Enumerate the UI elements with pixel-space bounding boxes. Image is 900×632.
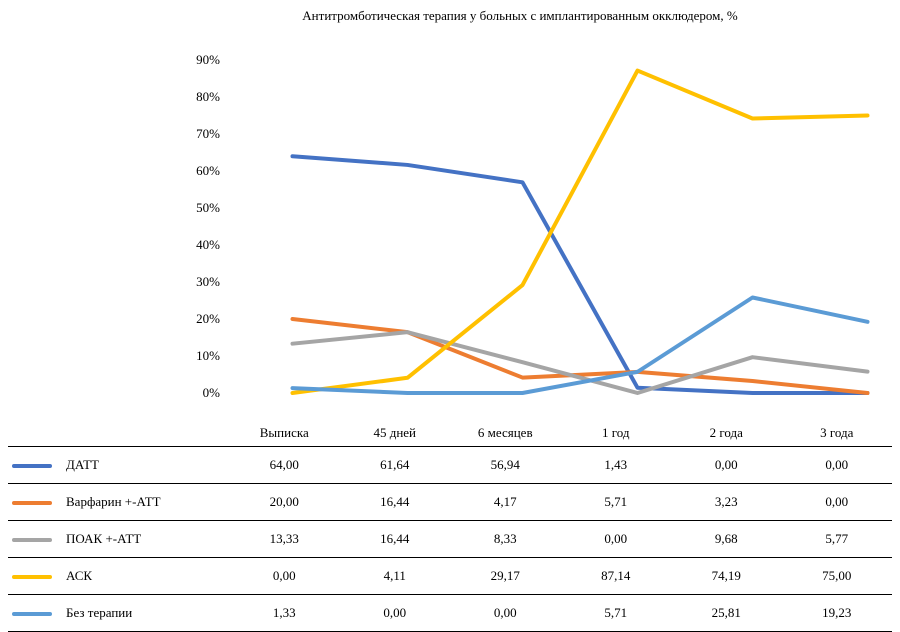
data-label: 87,14: [560, 557, 671, 595]
line-chart: 90% 80% 70% 60% 50% 40% 30% 20% 10% 0%: [196, 52, 870, 400]
legend-label: АСК: [66, 568, 93, 584]
data-label: 0,00: [671, 446, 782, 484]
data-label: 3,23: [671, 483, 782, 521]
data-label: 8,33: [450, 520, 561, 558]
y-tick-label: 30%: [196, 274, 220, 289]
table-row: АСК 0,00 4,11 29,17 87,14 74,19 75,00: [8, 557, 892, 595]
x-tick-label: 6 месяцев: [477, 425, 533, 440]
legend-swatch: [12, 574, 52, 579]
table-header-empty: [8, 420, 229, 447]
table-header-row: Выписка 45 дней 6 месяцев 1 год 2 года 3 года: [8, 420, 892, 447]
data-table: Выписка 45 дней 6 месяцев 1 год 2 года 3 года…: [8, 420, 892, 632]
table-row: Без терапии 1,33 0,00 0,00 5,71 25,81 19,23: [8, 594, 892, 632]
data-label: 19,23: [781, 594, 892, 632]
data-label: 1,43: [560, 446, 671, 484]
legend-label: ДАТТ: [66, 457, 99, 473]
table-row: ПОАК +-АТТ 13,33 16,44 8,33 0,00 9,68 5,77: [8, 520, 892, 558]
x-tick-label: 45 дней: [373, 425, 417, 440]
y-tick-label: 10%: [196, 348, 220, 363]
x-tick-label: 1 год: [602, 425, 630, 440]
data-label: 16,44: [339, 520, 450, 558]
legend-swatch: [12, 537, 52, 542]
x-tick-label: Выписка: [259, 425, 309, 440]
y-axis-ticks: 90% 80% 70% 60% 50% 40% 30% 20% 10% 0%: [196, 52, 220, 400]
y-tick-label: 80%: [196, 89, 220, 104]
legend-entry: ПОАК +-АТТ: [8, 520, 229, 558]
data-label: 16,44: [339, 483, 450, 521]
y-tick-label: 90%: [196, 52, 220, 67]
data-label: 0,00: [450, 594, 561, 632]
data-label: 74,19: [671, 557, 782, 595]
legend-entry: Варфарин +-АТТ: [8, 483, 229, 521]
data-label: 20,00: [229, 483, 340, 521]
data-label: 5,77: [781, 520, 892, 558]
legend-swatch: [12, 500, 52, 505]
data-label: 0,00: [781, 446, 892, 484]
series-lines: [290, 68, 870, 395]
legend-swatch: [12, 463, 52, 468]
data-label: 4,11: [339, 557, 450, 595]
legend-label: ПОАК +-АТТ: [66, 531, 142, 547]
data-label: 64,00: [229, 446, 340, 484]
series-line-3: [290, 68, 870, 395]
data-label: 5,71: [560, 483, 671, 521]
data-label: 56,94: [450, 446, 561, 484]
x-tick-label: 2 года: [709, 425, 743, 440]
data-label: 0,00: [560, 520, 671, 558]
y-tick-label: 40%: [196, 237, 220, 252]
data-label: 0,00: [781, 483, 892, 521]
x-tick-label: 3 года: [820, 425, 854, 440]
series-line-4: [290, 295, 870, 395]
data-label: 1,33: [229, 594, 340, 632]
y-tick-label: 50%: [196, 200, 220, 215]
data-label: 75,00: [781, 557, 892, 595]
table-row: Варфарин +-АТТ 20,00 16,44 4,17 5,71 3,23 0,00: [8, 483, 892, 521]
legend-label: Варфарин +-АТТ: [66, 494, 161, 510]
data-label: 5,71: [560, 594, 671, 632]
legend-label: Без терапии: [66, 605, 133, 621]
y-tick-label: 0%: [203, 385, 221, 400]
legend-swatch: [12, 611, 52, 616]
y-tick-label: 70%: [196, 126, 220, 141]
series-line-2: [290, 330, 870, 395]
data-label: 4,17: [450, 483, 561, 521]
data-label: 9,68: [671, 520, 782, 558]
series-line-1: [290, 317, 870, 395]
legend-entry: АСК: [8, 557, 229, 595]
data-label: 29,17: [450, 557, 561, 595]
legend-entry: Без терапии: [8, 594, 229, 632]
data-label: 0,00: [229, 557, 340, 595]
y-tick-label: 20%: [196, 311, 220, 326]
data-label: 61,64: [339, 446, 450, 484]
y-tick-label: 60%: [196, 163, 220, 178]
series-line-0: [290, 154, 870, 395]
table-row: ДАТТ 64,00 61,64 56,94 1,43 0,00 0,00: [8, 446, 892, 484]
data-label: 25,81: [671, 594, 782, 632]
data-label: 13,33: [229, 520, 340, 558]
chart-title: Антитромботическая терапия у больных с и…: [302, 8, 738, 23]
table-body: ДАТТ 64,00 61,64 56,94 1,43 0,00 0,00 Варфарин …: [8, 446, 892, 632]
data-label: 0,00: [339, 594, 450, 632]
legend-entry: ДАТТ: [8, 446, 229, 484]
